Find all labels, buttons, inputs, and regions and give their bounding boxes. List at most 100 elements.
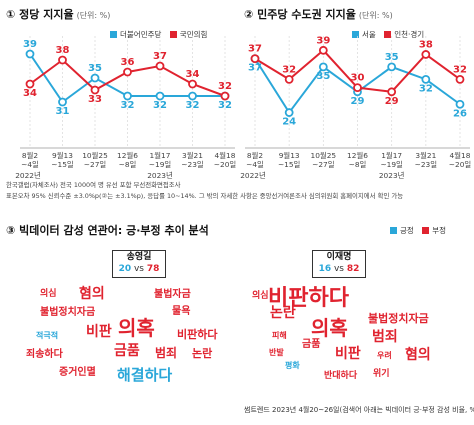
party-point <box>58 97 67 107</box>
positive-score: 16 <box>318 264 332 274</box>
song-word: 혐의 <box>79 286 105 302</box>
song-word: 논란 <box>192 347 213 360</box>
metro-point <box>284 108 294 117</box>
party-data-label-blue: 32 <box>153 100 167 111</box>
legend-swatch-blue <box>352 31 359 38</box>
lee-word: 반대하다 <box>324 371 358 381</box>
party-data-label-red: 34 <box>186 69 200 80</box>
metro-x-tick-label: ~8일 <box>349 160 367 169</box>
party-x-tick-label: 4월18 <box>215 151 236 160</box>
chart1-title-text: ① 정당 지지율 <box>6 8 74 21</box>
metro-point <box>250 54 260 63</box>
section3-title: ③ 빅데이터 감성 연관어: 긍·부정 추이 분석 <box>6 224 209 237</box>
metro-point <box>318 45 328 55</box>
chart1-legend: 더불어민주당 국민의힘 <box>110 29 207 40</box>
legend-swatch-red <box>169 31 177 38</box>
metro-x-tick-label: ~4일 <box>246 160 264 169</box>
metro-data-label-blue: 32 <box>419 83 433 94</box>
party-support-chart: 39343138353332363237323432328월2~4일9월13~1… <box>15 35 472 180</box>
party-data-label-red: 36 <box>121 57 135 68</box>
survey-note-1: 한국갤럽(자체조사) 전국 1000여 명 유선 포함 무선전화면접조사 <box>6 181 181 189</box>
negative-score: 82 <box>346 264 360 274</box>
candidate-box-lee: 이재명 16 vs 82 <box>312 250 366 278</box>
party-x-tick-label: 8월2 <box>22 151 38 160</box>
party-point <box>188 79 197 89</box>
party-x-tick-label: ~15일 <box>51 160 74 169</box>
party-data-label-red: 32 <box>218 81 232 92</box>
positive-score: 20 <box>118 264 132 274</box>
metro-data-label-blue: 29 <box>351 96 365 107</box>
legend-swatch-blue <box>390 227 397 234</box>
metro-data-label-blue: 26 <box>453 108 467 119</box>
song-word: 해결하다 <box>117 366 173 384</box>
legend-item-democratic: 더불어민주당 <box>110 30 161 39</box>
legend-swatch-red <box>422 227 430 234</box>
metro-x-tick-label: ~27일 <box>312 160 335 169</box>
wordcloud-lee: 비판하다 의심 논란 의혹 불법정치자금 피해 금품 범죄 반발 비판 우려 혐의 평화 반대하다 위기 <box>237 0 474 425</box>
legend-label-ppp: 국민의힘 <box>179 30 208 39</box>
song-word: 금품 <box>114 343 140 359</box>
metro-point <box>318 62 328 72</box>
lee-word: 반발 <box>269 348 284 357</box>
party-data-label-red: 37 <box>153 51 167 62</box>
source-footer: 썸트렌드 2023년 4월20~26일(검색어 아래는 빅데이터 긍·부정 감성… <box>244 406 474 414</box>
song-word: 의혹 <box>118 316 155 340</box>
metro-point <box>455 99 465 109</box>
metro-data-label-blue: 35 <box>316 71 330 82</box>
lee-word: 의혹 <box>311 316 348 340</box>
song-word: 불법정치자금 <box>40 307 96 318</box>
lee-word: 비판하다 <box>268 286 349 311</box>
song-word: 불법자금 <box>154 289 191 300</box>
chart2-unit: (단위: %) <box>358 11 393 20</box>
legend-label-democratic: 더불어민주당 <box>120 30 162 39</box>
metro-data-label-red: 32 <box>453 64 467 75</box>
lee-word: 혐의 <box>405 347 431 363</box>
party-data-label-blue: 39 <box>23 39 37 50</box>
vs-label: vs <box>133 264 144 274</box>
lee-word: 평화 <box>285 361 300 370</box>
song-word: 증거인멸 <box>59 367 96 378</box>
party-point <box>25 79 35 89</box>
metro-point <box>353 83 362 93</box>
legend-label-incheon: 인천·경기 <box>394 30 425 39</box>
song-word: 죄송하다 <box>26 349 63 360</box>
candidate-score: 16 vs 82 <box>313 263 365 275</box>
party-data-label-red: 34 <box>23 88 37 99</box>
metro-x-tick-label: 3월21 <box>415 151 436 160</box>
metro-x-tick-label: ~20일 <box>449 160 472 169</box>
party-point <box>25 49 35 59</box>
chart1-unit: (단위: %) <box>76 11 111 20</box>
party-point <box>155 61 165 71</box>
party-point <box>90 73 100 83</box>
party-data-label-red: 33 <box>88 94 102 105</box>
metro-x-tick-label: ~23일 <box>415 160 438 169</box>
metro-data-label-blue: 24 <box>282 117 296 128</box>
party-x-tick-label: 1월17 <box>150 151 171 160</box>
survey-note-2: 표본오차 95% 신뢰수준 ±3.0%p(②는 ±3.1%p), 응답률 10~… <box>6 192 404 200</box>
metro-point <box>387 87 397 97</box>
party-point <box>155 91 165 101</box>
song-word: 물욕 <box>172 306 191 317</box>
lee-word: 금품 <box>302 339 321 350</box>
legend-label-positive: 긍정 <box>400 226 414 235</box>
lee-word: 위기 <box>373 369 390 379</box>
metro-point <box>421 50 431 59</box>
metro-point <box>455 74 465 84</box>
metro-year-label: 2023년 <box>379 171 405 180</box>
metro-point <box>284 74 294 84</box>
song-word: 의심 <box>40 289 57 299</box>
party-x-tick-label: 9월13 <box>52 151 73 160</box>
lee-word: 의심 <box>252 291 269 301</box>
candidate-name: 이재명 <box>326 252 352 262</box>
legend-item-incheon: 인천·경기 <box>384 30 424 39</box>
song-word: 비판하다 <box>177 328 218 341</box>
metro-data-label-blue: 37 <box>248 63 262 74</box>
party-x-tick-label: 12월6 <box>117 151 138 160</box>
chart2-legend: 서울 인천·경기 <box>352 29 424 40</box>
party-x-tick-label: ~19일 <box>149 160 172 169</box>
legend-item-ppp: 국민의힘 <box>169 30 208 39</box>
legend-swatch-red <box>384 31 392 38</box>
metro-data-label-red: 38 <box>419 39 433 50</box>
party-point <box>123 91 132 101</box>
metro-data-label-red: 32 <box>282 64 296 75</box>
